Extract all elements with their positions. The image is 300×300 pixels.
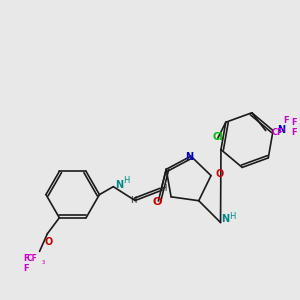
Text: H: H — [230, 212, 236, 220]
Text: N: N — [277, 124, 285, 135]
Text: F: F — [291, 118, 297, 127]
Text: F: F — [291, 128, 297, 136]
Text: ₃: ₃ — [281, 124, 285, 134]
Text: H: H — [160, 184, 166, 193]
Text: O: O — [216, 169, 224, 178]
Text: N: N — [221, 214, 230, 224]
Text: CF: CF — [272, 128, 284, 136]
Text: F: F — [23, 254, 28, 263]
Text: CF: CF — [27, 254, 38, 263]
Text: Cl: Cl — [212, 132, 223, 142]
Text: H: H — [130, 196, 136, 206]
Text: F: F — [284, 116, 289, 125]
Text: N: N — [185, 152, 193, 162]
Text: O: O — [153, 197, 162, 207]
Text: F: F — [23, 264, 28, 273]
Text: ₃: ₃ — [41, 257, 45, 266]
Text: H: H — [123, 176, 130, 185]
Text: N: N — [115, 180, 123, 190]
Text: O: O — [44, 237, 52, 247]
